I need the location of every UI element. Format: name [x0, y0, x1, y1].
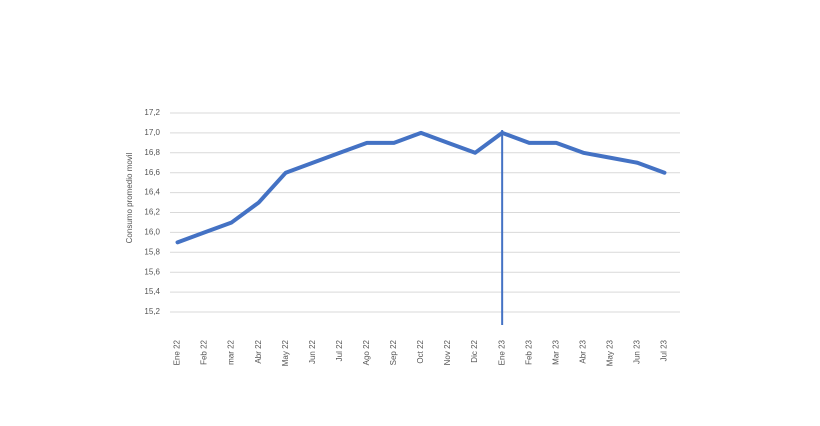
x-tick-label: Nov 22 [443, 339, 452, 365]
y-tick-label: 15,4 [144, 287, 160, 296]
x-tick-label: Mar 23 [551, 339, 560, 364]
y-tick-label: 16,4 [144, 188, 160, 197]
y-tick-label: 15,8 [144, 247, 160, 256]
x-tick-label: Oct 22 [416, 339, 425, 363]
y-tick-label: 16,8 [144, 148, 160, 157]
y-tick-label: 16,0 [144, 228, 160, 237]
x-tick-label: Feb 22 [200, 339, 209, 364]
x-tick-label: Jun 22 [308, 339, 317, 364]
x-tick-label: Jul 23 [660, 339, 669, 361]
x-tick-label: Sep 22 [389, 339, 398, 365]
x-tick-label: May 22 [281, 339, 290, 366]
x-tick-label: Jul 22 [335, 339, 344, 361]
x-tick-label: Jun 23 [633, 339, 642, 364]
x-tick-label: Feb 23 [524, 339, 533, 364]
y-tick-label: 16,2 [144, 208, 160, 217]
x-tick-label: Abr 22 [254, 339, 263, 363]
x-tick-label: Dic 22 [470, 339, 479, 362]
x-tick-label: Abr 23 [578, 339, 587, 363]
y-tick-label: 15,6 [144, 267, 160, 276]
x-tick-label: Ene 23 [497, 339, 506, 365]
y-axis-label: Consumo promedio movil [125, 152, 134, 243]
y-tick-label: 15,2 [144, 307, 160, 316]
x-tick-label: mar 22 [227, 339, 236, 364]
x-tick-label: Ago 22 [362, 339, 371, 365]
x-tick-label: May 23 [605, 339, 614, 366]
x-tick-label: Ene 22 [173, 339, 182, 365]
y-tick-label: 17,0 [144, 128, 160, 137]
y-tick-label: 17,2 [144, 108, 160, 117]
data-line [175, 130, 667, 245]
y-tick-label: 16,6 [144, 168, 160, 177]
